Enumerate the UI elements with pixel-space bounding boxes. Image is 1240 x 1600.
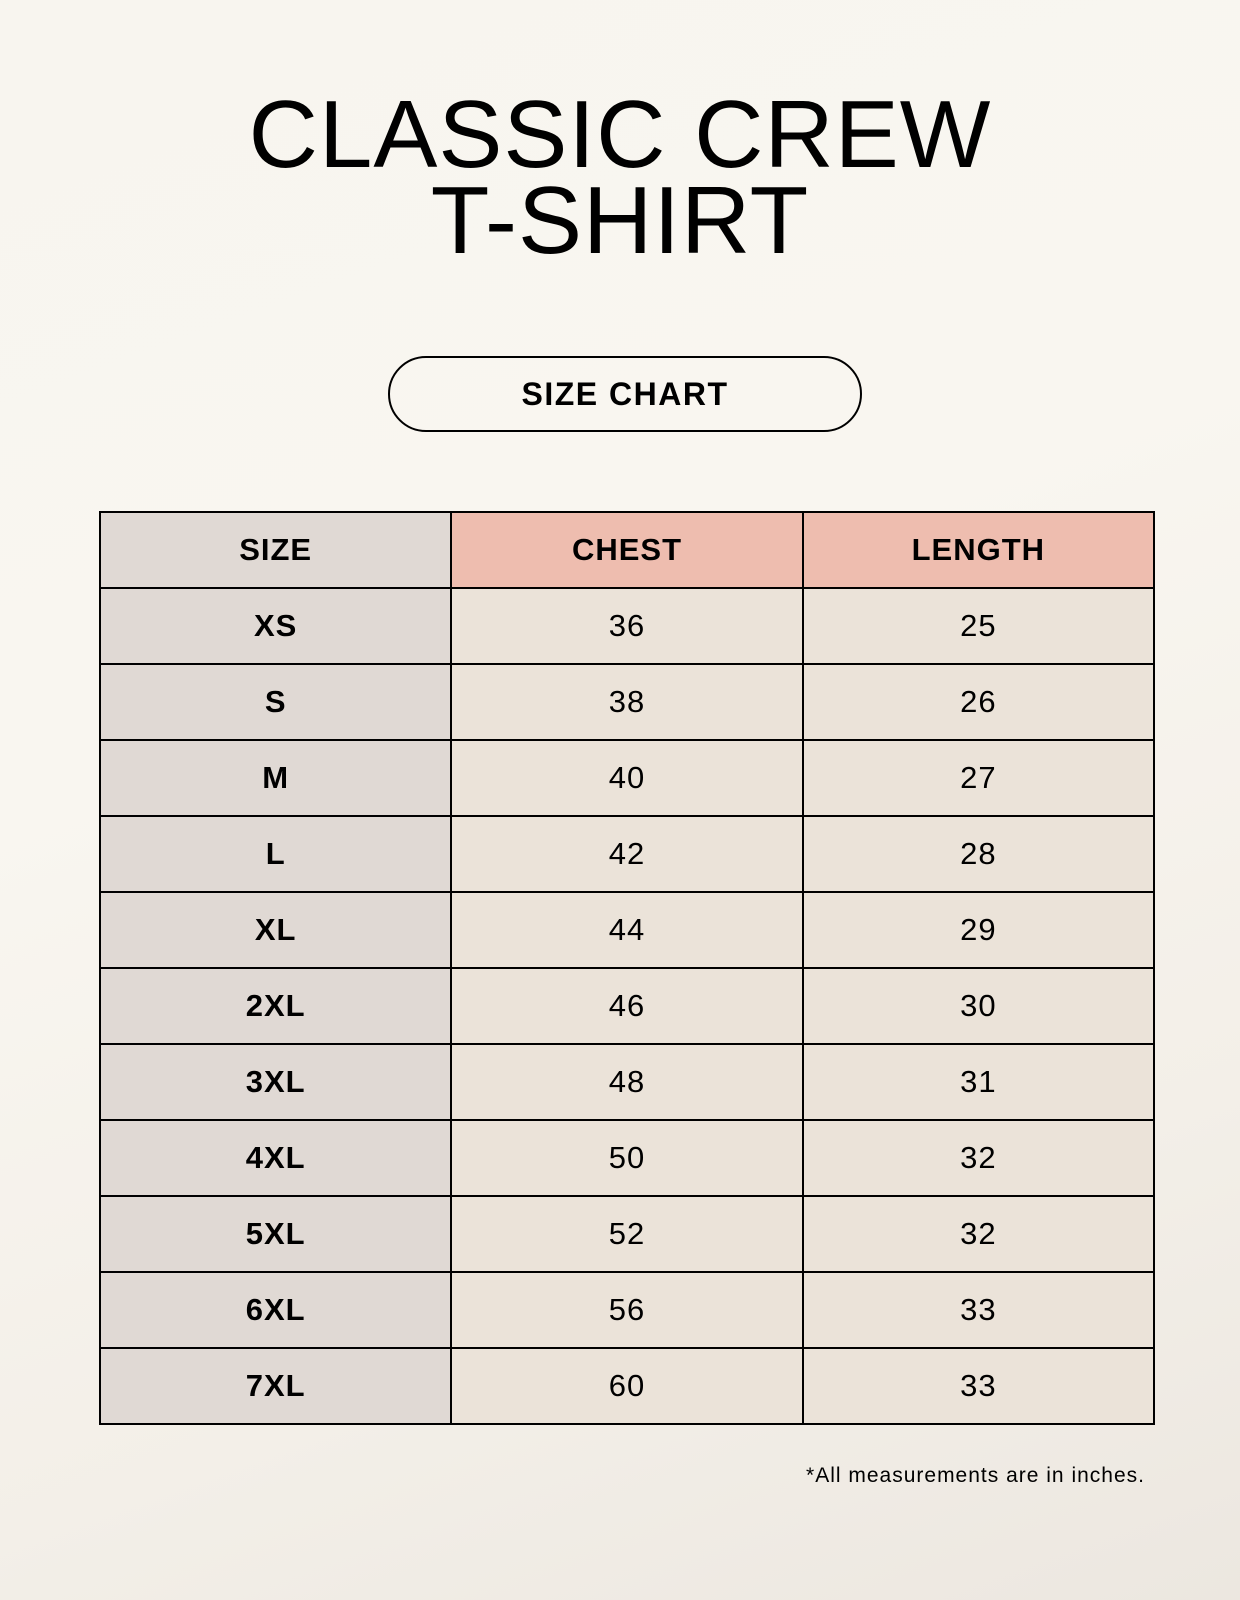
cell-chest: 38 (450, 663, 804, 741)
cell-chest: 46 (450, 967, 804, 1045)
cell-length: 32 (801, 1195, 1156, 1273)
cell-size: 2XL (98, 967, 453, 1045)
cell-length: 28 (801, 815, 1156, 893)
cell-length: 30 (801, 967, 1156, 1045)
cell-size: 7XL (98, 1347, 453, 1425)
cell-chest: 50 (450, 1119, 804, 1197)
table-row: 3XL 48 31 (98, 1043, 1156, 1121)
cell-size: M (98, 739, 453, 817)
cell-size: XS (98, 587, 453, 665)
cell-chest: 52 (450, 1195, 804, 1273)
table-row: 6XL 56 33 (98, 1271, 1156, 1349)
cell-size: L (98, 815, 453, 893)
footnote: *All measurements are in inches. (806, 1464, 1145, 1487)
cell-chest: 40 (450, 739, 804, 817)
cell-chest: 42 (450, 815, 804, 893)
table-row: 5XL 52 32 (98, 1195, 1156, 1273)
cell-length: 33 (801, 1271, 1156, 1349)
header-length: LENGTH (801, 511, 1156, 589)
cell-chest: 56 (450, 1271, 804, 1349)
size-table: SIZE CHEST LENGTH XS 36 25 S 38 26 M 40 27 L 42 28 X… (98, 511, 1156, 1425)
cell-chest: 36 (450, 587, 804, 665)
table-row: L 42 28 (98, 815, 1156, 893)
cell-size: 4XL (98, 1119, 453, 1197)
cell-size: 5XL (98, 1195, 453, 1273)
cell-chest: 44 (450, 891, 804, 969)
cell-length: 33 (801, 1347, 1156, 1425)
cell-chest: 48 (450, 1043, 804, 1121)
table-row: S 38 26 (98, 663, 1156, 741)
table-row: XS 36 25 (98, 587, 1156, 665)
title-line-2: T-SHIRT (430, 167, 810, 274)
cell-length: 32 (801, 1119, 1156, 1197)
cell-length: 31 (801, 1043, 1156, 1121)
table-row: XL 44 29 (98, 891, 1156, 969)
table-row: 2XL 46 30 (98, 967, 1156, 1045)
table-header-row: SIZE CHEST LENGTH (98, 511, 1156, 589)
page-title: CLASSIC CREW T-SHIRT (0, 81, 1240, 274)
cell-size: 3XL (98, 1043, 453, 1121)
header-size: SIZE (98, 511, 453, 589)
cell-size: S (98, 663, 453, 741)
header-chest: CHEST (450, 511, 804, 589)
cell-chest: 60 (450, 1347, 804, 1425)
title-line-1: CLASSIC CREW (248, 81, 992, 188)
table-row: 4XL 50 32 (98, 1119, 1156, 1197)
cell-length: 27 (801, 739, 1156, 817)
cell-length: 26 (801, 663, 1156, 741)
cell-size: XL (98, 891, 453, 969)
table-row: M 40 27 (98, 739, 1156, 817)
cell-length: 29 (801, 891, 1156, 969)
table-row: 7XL 60 33 (98, 1347, 1156, 1425)
cell-length: 25 (801, 587, 1156, 665)
size-chart-label: SIZE CHART (388, 356, 862, 432)
cell-size: 6XL (98, 1271, 453, 1349)
